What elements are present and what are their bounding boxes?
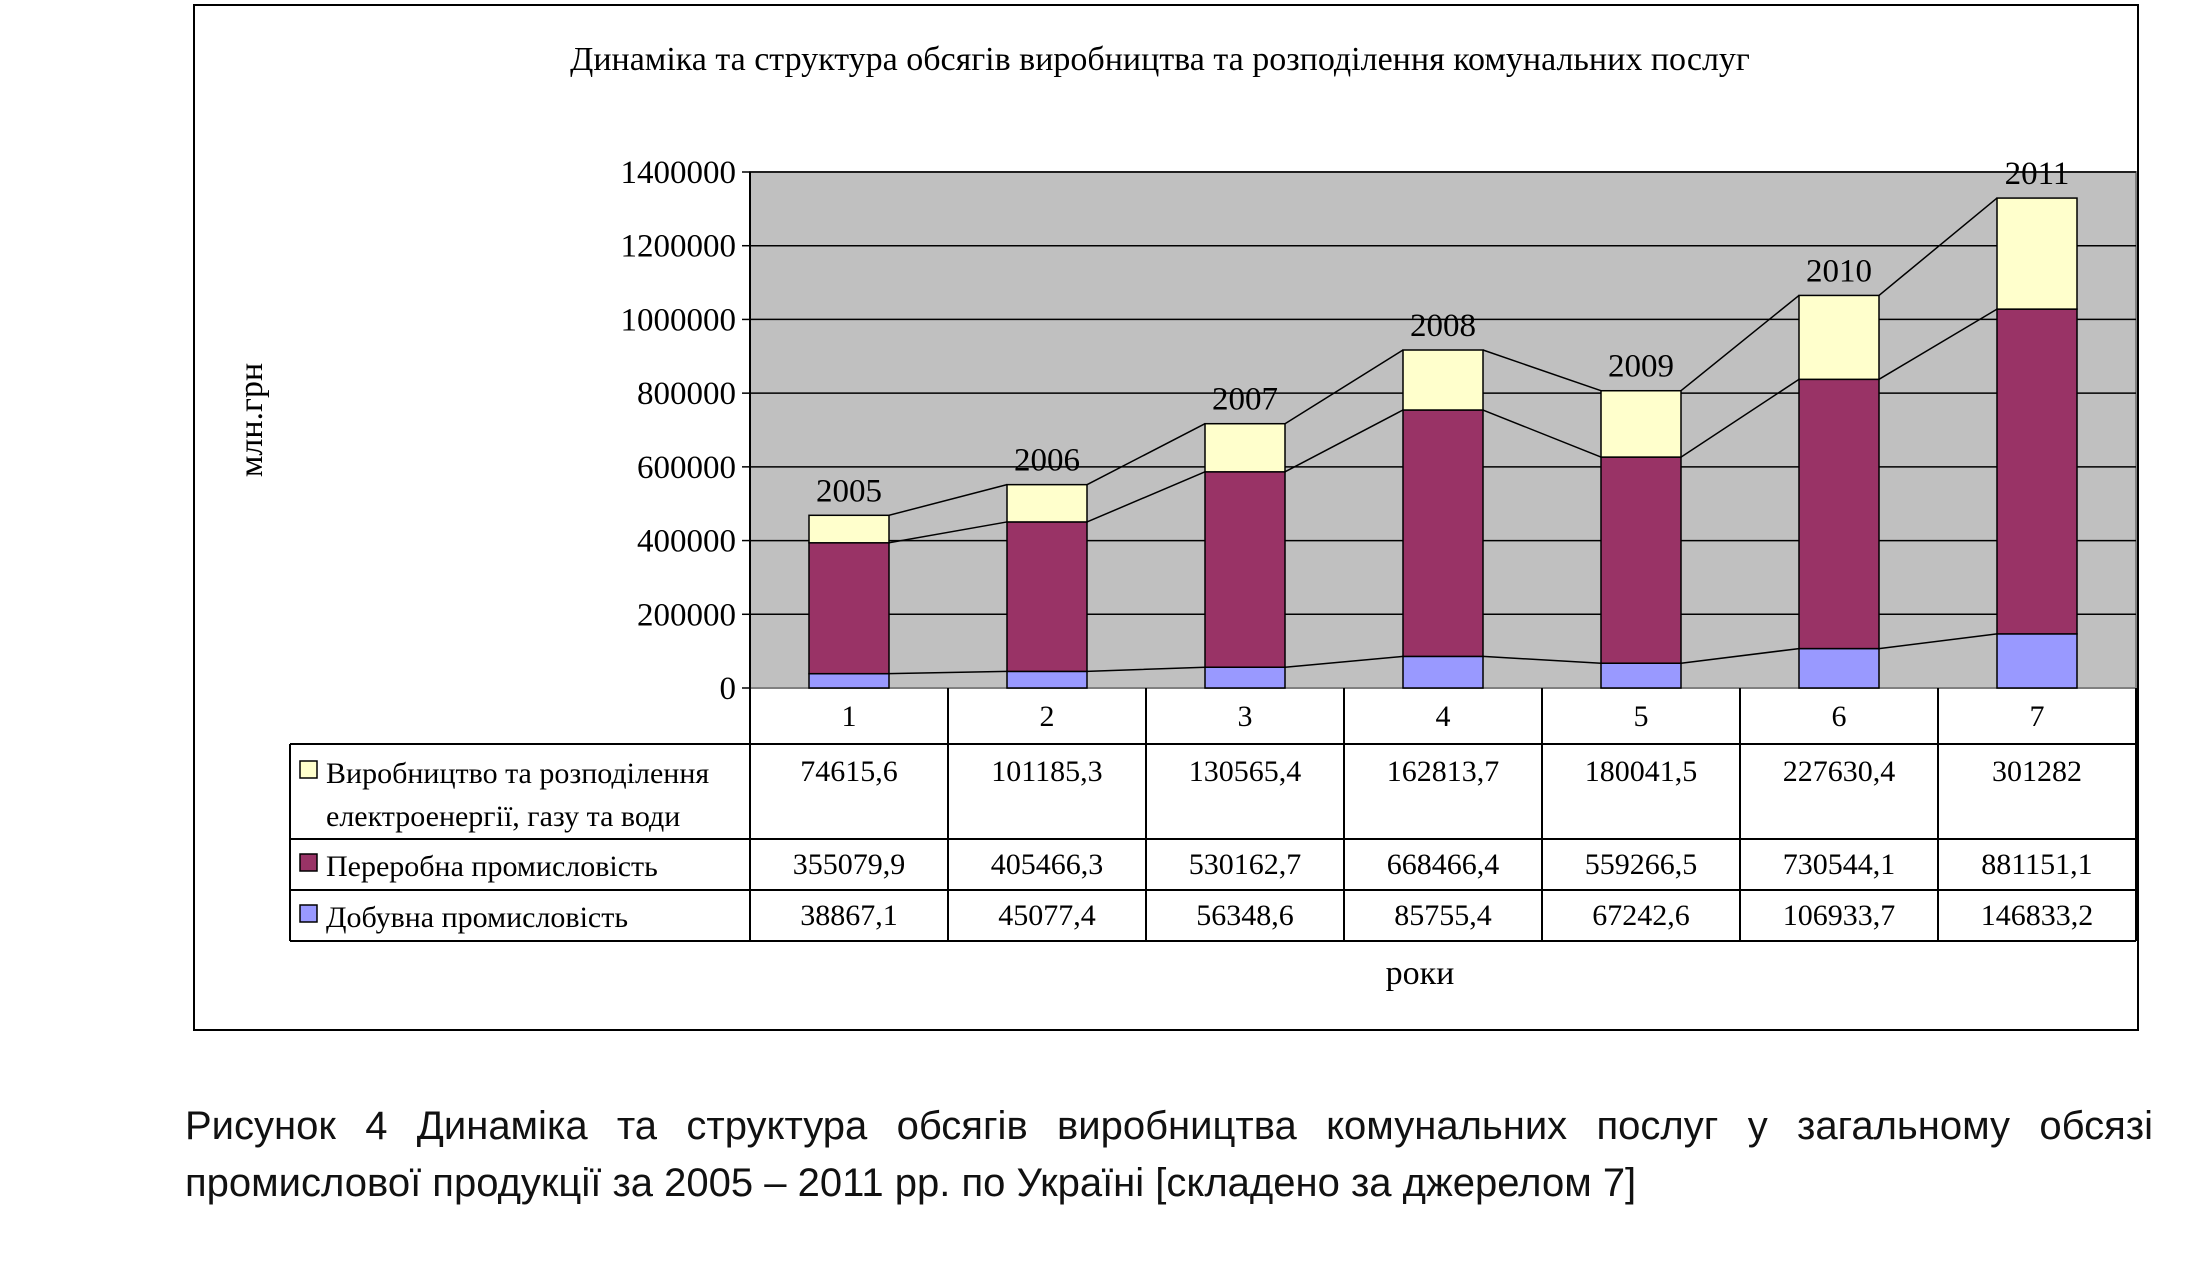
legend-label: Добувна промисловість — [326, 901, 628, 934]
data-label: 180041,5 — [1585, 755, 1698, 788]
data-label: 56348,6 — [1196, 899, 1294, 932]
year-label: 2009 — [1608, 349, 1674, 385]
bar-segment — [1006, 670, 1088, 689]
bar-segment — [1204, 422, 1286, 473]
legend-swatch — [299, 760, 318, 779]
bar-segment — [1402, 349, 1484, 411]
category-label: 1 — [842, 700, 857, 733]
bar-segment — [808, 542, 890, 675]
bar-segment — [1204, 666, 1286, 689]
chart-svg: Динаміка та структура обсягів виробництв… — [233, 41, 2137, 992]
bar-segment — [1600, 389, 1682, 458]
data-label: 301282 — [1992, 755, 2082, 788]
data-label: 130565,4 — [1189, 755, 1302, 788]
bar-segment — [1996, 633, 2078, 689]
category-label: 2 — [1040, 700, 1055, 733]
data-label: 67242,6 — [1592, 899, 1690, 932]
category-label: 7 — [2030, 700, 2045, 733]
data-label: 162813,7 — [1387, 755, 1500, 788]
data-label: 101185,3 — [991, 755, 1102, 788]
legend-label: Переробна промисловість — [326, 850, 658, 883]
data-label: 881151,1 — [1981, 848, 2092, 881]
x-axis-label: роки — [1386, 955, 1455, 992]
data-label: 85755,4 — [1394, 899, 1492, 932]
data-label: 668466,4 — [1387, 848, 1500, 881]
bar-segment — [1798, 378, 1880, 650]
y-tick-label: 600000 — [637, 450, 736, 486]
series-line — [888, 308, 1998, 544]
legend-swatch — [299, 904, 318, 923]
bar-segment — [1006, 521, 1088, 673]
year-label: 2006 — [1014, 443, 1080, 479]
year-label: 2011 — [2005, 156, 2070, 192]
bar-segment — [1402, 409, 1484, 658]
y-tick-label: 800000 — [637, 376, 736, 412]
y-tick-label: 200000 — [637, 597, 736, 633]
data-label: 730544,1 — [1783, 848, 1896, 881]
data-label: 405466,3 — [991, 848, 1104, 881]
category-label: 6 — [1832, 700, 1847, 733]
chart-body: 0 200000 400000 600000 800000 1000000 1200000 1… — [289, 155, 2137, 942]
series-line — [888, 633, 1998, 675]
bar-segment — [1600, 456, 1682, 664]
bar-segment — [808, 672, 890, 689]
bar-segment — [1204, 471, 1286, 668]
y-tick-label: 0 — [720, 671, 737, 707]
y-tick-label: 400000 — [637, 524, 736, 560]
year-label: 2008 — [1410, 308, 1476, 344]
bar-segment — [808, 514, 890, 544]
data-label: 559266,5 — [1585, 848, 1698, 881]
year-label: 2007 — [1212, 382, 1278, 418]
data-label: 45077,4 — [998, 899, 1096, 932]
bar-segment — [1996, 197, 2078, 310]
y-tick-label: 1000000 — [621, 302, 737, 338]
category-label: 5 — [1634, 700, 1649, 733]
category-label: 3 — [1238, 700, 1253, 733]
legend-label: Виробництво та розподілення — [326, 757, 709, 790]
chart-title: Динаміка та структура обсягів виробництв… — [570, 41, 1750, 78]
data-label: 355079,9 — [793, 848, 906, 881]
bar-segment — [1600, 662, 1682, 689]
y-tick-label: 1200000 — [621, 229, 737, 265]
figure-caption: Рисунок 4 Динаміка та структура обсягів … — [185, 1104, 2153, 1205]
data-label: 106933,7 — [1783, 899, 1896, 932]
data-label: 38867,1 — [800, 899, 898, 932]
bar-segment — [1402, 655, 1484, 689]
data-label: 146833,2 — [1981, 899, 2094, 932]
category-label: 4 — [1436, 700, 1451, 733]
data-label: 530162,7 — [1189, 848, 1302, 881]
bar-segment — [1798, 647, 1880, 689]
y-tick-label: 1400000 — [621, 155, 737, 191]
data-label: 227630,4 — [1783, 755, 1896, 788]
series-line — [888, 197, 1998, 517]
year-label: 2010 — [1806, 253, 1872, 289]
chart-frame — [193, 4, 2139, 1031]
legend-label: електроенергії, газу та води — [326, 800, 680, 833]
data-label: 74615,6 — [800, 755, 898, 788]
y-axis-label: млн.грн — [233, 363, 270, 477]
year-label: 2005 — [816, 473, 882, 509]
bar-segment — [1996, 308, 2078, 635]
legend-swatch — [299, 853, 318, 872]
bar-segment — [1798, 294, 1880, 381]
bar-segment — [1006, 483, 1088, 523]
